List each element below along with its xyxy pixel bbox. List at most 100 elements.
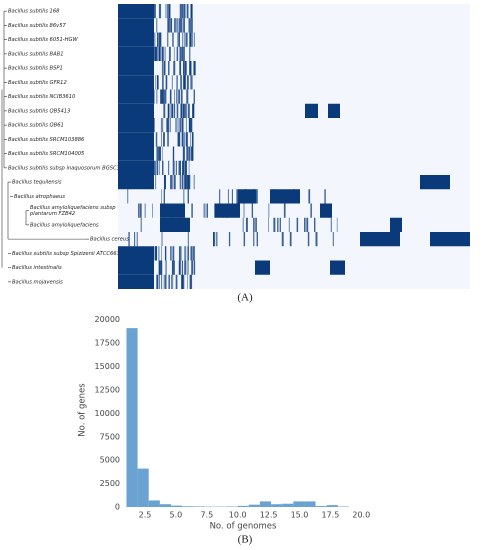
- heatmap-block: [118, 274, 154, 289]
- heatmap-block: [118, 46, 154, 61]
- heatmap-stripe: [170, 175, 172, 190]
- heatmap-block: [420, 175, 450, 190]
- heatmap-block: [160, 217, 190, 232]
- heatmap-stripe: [154, 246, 157, 261]
- heatmap-stripe: [168, 61, 170, 76]
- heatmap-stripe: [165, 4, 167, 19]
- heatmap-stripe: [189, 46, 191, 61]
- heatmap-stripe: [178, 89, 181, 104]
- heatmap-stripe: [155, 75, 157, 90]
- heatmap-block: [118, 32, 154, 47]
- taxon-label: Bacillus atrophaeus: [14, 194, 65, 200]
- heatmap-stripe: [205, 203, 207, 218]
- heatmap-stripe: [163, 61, 166, 76]
- heatmap-stripe: [191, 260, 194, 275]
- heatmap-block: [390, 217, 402, 232]
- taxon-label: Bacillus subtilis GFR12: [8, 80, 67, 86]
- heatmap-stripe: [159, 32, 162, 47]
- heatmap-stripe: [127, 189, 129, 204]
- heatmap-block: [118, 118, 154, 133]
- heatmap-stripe: [180, 260, 182, 275]
- taxon-label: Bacillus subtilis 86v57: [8, 23, 67, 29]
- heatmap-stripe: [175, 118, 177, 133]
- heatmap-stripe: [227, 189, 229, 204]
- x-tick-label: 15.0: [291, 511, 309, 520]
- heatmap-stripe: [159, 160, 160, 175]
- panel-label: (A): [237, 292, 253, 304]
- taxon-label: Bacillus subtilis 168: [8, 9, 60, 15]
- heatmap-stripe: [178, 260, 181, 275]
- heatmap-stripe: [185, 132, 188, 147]
- heatmap-stripe: [177, 32, 179, 47]
- heatmap-stripe: [179, 175, 181, 190]
- heatmap-stripe: [179, 32, 181, 47]
- heatmap-block: [305, 103, 318, 118]
- heatmap-block: [238, 189, 256, 204]
- heatmap-stripe: [203, 203, 205, 218]
- heatmap-stripe: [192, 146, 194, 161]
- heatmap-stripe: [188, 18, 190, 33]
- heatmap-stripe: [170, 18, 172, 33]
- heatmap-stripe: [164, 46, 166, 61]
- heatmap-stripe: [172, 260, 175, 275]
- heatmap-stripe: [189, 118, 190, 133]
- heatmap-stripe: [169, 89, 171, 104]
- heatmap-stripe: [192, 103, 194, 118]
- heatmap-stripe: [181, 118, 184, 133]
- heatmap-stripe: [193, 260, 196, 275]
- y-tick-label: 12500: [95, 385, 120, 394]
- bar: [137, 468, 149, 507]
- heatmap-stripe: [170, 18, 172, 33]
- heatmap-stripe: [171, 103, 173, 118]
- y-tick-label: 10000: [95, 409, 120, 418]
- heatmap-stripe: [176, 18, 178, 33]
- heatmap-block: [118, 160, 154, 175]
- heatmap-stripe: [168, 4, 170, 19]
- heatmap-stripe: [181, 260, 184, 275]
- heatmap-stripe: [314, 217, 316, 232]
- heatmap-stripe: [188, 146, 191, 161]
- heatmap-stripe: [243, 232, 246, 247]
- heatmap-stripe: [154, 32, 156, 47]
- heatmap-stripe: [184, 175, 187, 190]
- heatmap-stripe: [168, 160, 170, 175]
- bar: [237, 505, 249, 507]
- heatmap-stripe: [184, 160, 187, 175]
- heatmap-stripe: [193, 32, 195, 47]
- heatmap-stripe: [167, 118, 170, 133]
- heatmap-stripe: [182, 46, 184, 61]
- heatmap-block: [118, 175, 154, 190]
- heatmap-stripe: [191, 32, 193, 47]
- heatmap-stripe: [171, 75, 173, 90]
- y-tick-label: 2500: [100, 479, 120, 488]
- heatmap-stripe: [159, 146, 161, 161]
- heatmap-stripe: [156, 160, 159, 175]
- taxon-label: Bacillus cereus: [90, 237, 129, 243]
- heatmap-stripe: [176, 75, 178, 90]
- taxon-label: Bacillus amyloliquefaciens subsp: [30, 205, 116, 211]
- heatmap-stripe: [187, 246, 189, 261]
- heatmap-stripe: [158, 246, 160, 261]
- heatmap-stripe: [193, 175, 195, 190]
- heatmap-block: [118, 246, 154, 261]
- heatmap-stripe: [170, 246, 172, 261]
- bar: [315, 506, 327, 507]
- heatmap-stripe: [162, 118, 164, 133]
- taxon-label: Bacillus subtilis BAB1: [8, 51, 64, 57]
- heatmap-stripe: [185, 103, 187, 118]
- heatmap-stripe: [187, 4, 189, 19]
- heatmap-stripe: [190, 4, 193, 19]
- heatmap-stripe: [170, 103, 172, 118]
- heatmap-stripe: [186, 146, 189, 161]
- heatmap-stripe: [304, 217, 306, 232]
- heatmap-stripe: [157, 32, 159, 47]
- taxon-label: Bacillus subtilis SRCM104005: [8, 151, 85, 157]
- heatmap-stripe: [216, 232, 218, 247]
- heatmap-stripe: [243, 203, 245, 218]
- heatmap-stripe: [315, 232, 318, 247]
- heatmap-stripe: [136, 232, 138, 247]
- taxon-label: Bacillus subtilis QB61: [8, 123, 64, 129]
- heatmap-stripe: [189, 61, 191, 76]
- heatmap-stripe: [163, 189, 165, 204]
- heatmap-stripe: [251, 203, 254, 218]
